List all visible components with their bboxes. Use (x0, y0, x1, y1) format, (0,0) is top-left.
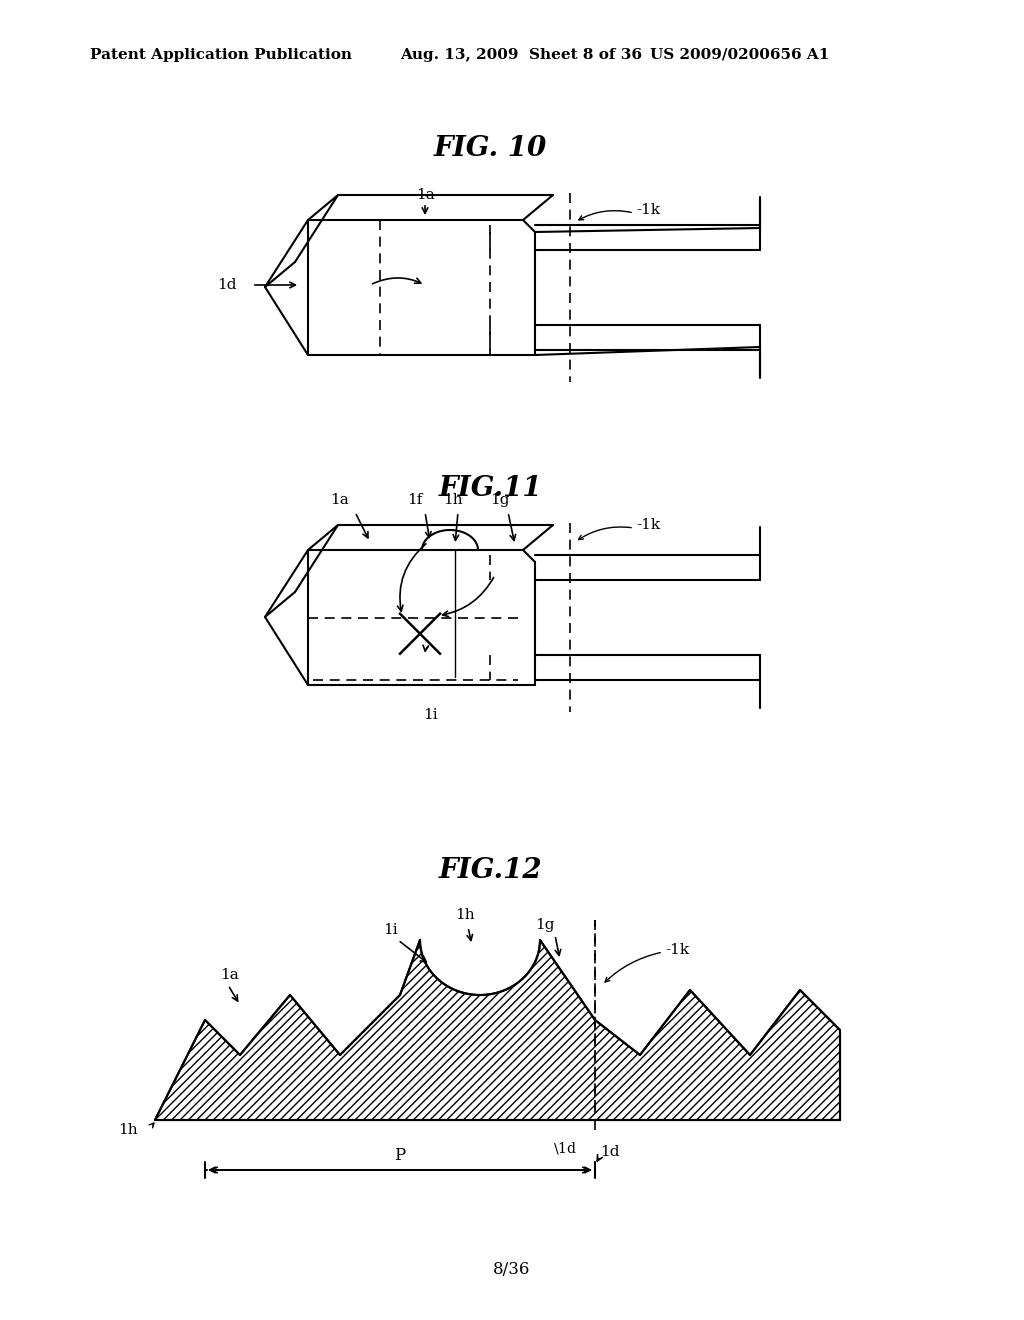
Text: FIG. 10: FIG. 10 (433, 135, 547, 161)
FancyArrowPatch shape (150, 1123, 154, 1127)
FancyArrowPatch shape (373, 279, 421, 284)
Text: 1a: 1a (416, 187, 434, 202)
Text: -1k: -1k (636, 517, 660, 532)
Text: 1d: 1d (217, 279, 237, 292)
FancyArrowPatch shape (442, 577, 494, 616)
FancyArrowPatch shape (579, 211, 631, 220)
Text: FIG.11: FIG.11 (438, 474, 542, 502)
Text: 1d: 1d (600, 1144, 620, 1159)
Text: -1k: -1k (665, 942, 689, 957)
Text: FIG.12: FIG.12 (438, 857, 542, 883)
Polygon shape (155, 940, 840, 1119)
Text: 1h: 1h (443, 492, 463, 507)
Text: -1k: -1k (636, 203, 660, 216)
Text: 1g: 1g (536, 917, 555, 932)
Text: Aug. 13, 2009  Sheet 8 of 36: Aug. 13, 2009 Sheet 8 of 36 (400, 48, 642, 62)
Text: 1h: 1h (456, 908, 475, 921)
FancyArrowPatch shape (605, 953, 660, 982)
Text: 1h: 1h (119, 1123, 138, 1137)
Text: P: P (394, 1147, 406, 1164)
Text: 1g: 1g (490, 492, 510, 507)
FancyArrowPatch shape (397, 544, 426, 611)
Text: 1f: 1f (408, 492, 423, 507)
Text: US 2009/0200656 A1: US 2009/0200656 A1 (650, 48, 829, 62)
Text: $\backslash$1d: $\backslash$1d (553, 1140, 578, 1156)
FancyArrowPatch shape (579, 527, 631, 540)
Text: 1a: 1a (331, 492, 349, 507)
Text: 8/36: 8/36 (494, 1262, 530, 1279)
Text: Patent Application Publication: Patent Application Publication (90, 48, 352, 62)
Text: 1i: 1i (383, 923, 397, 937)
FancyArrowPatch shape (423, 645, 428, 651)
Text: 1i: 1i (423, 708, 437, 722)
Text: 1a: 1a (220, 968, 239, 982)
